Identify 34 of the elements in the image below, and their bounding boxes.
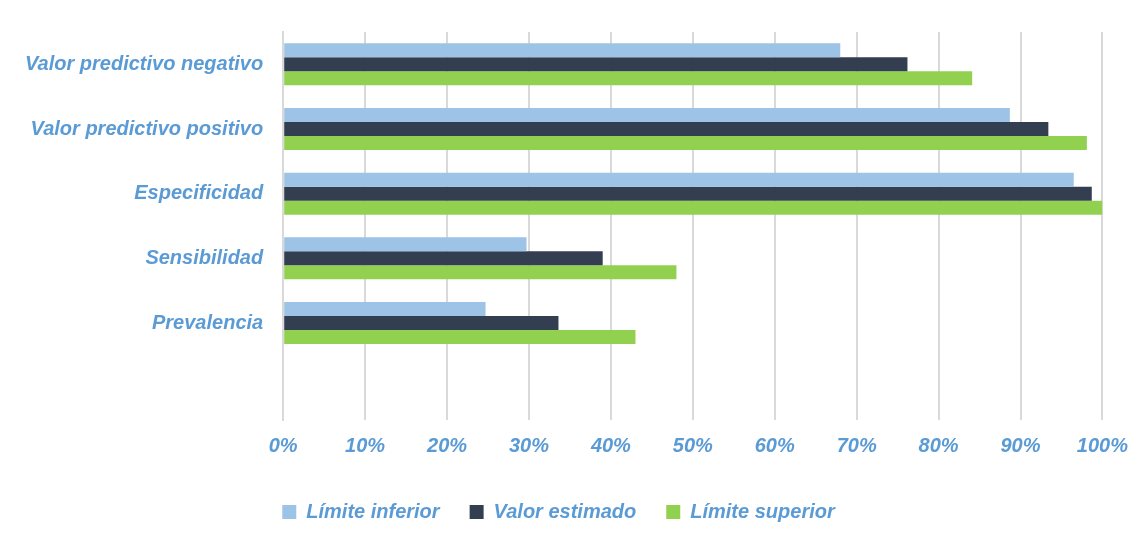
bar (284, 57, 908, 72)
x-tick-label: 90% (1000, 433, 1041, 456)
bar (284, 330, 636, 345)
y-tick-label: Prevalencia (152, 310, 264, 333)
x-tick-label: 80% (918, 433, 959, 456)
bar (284, 251, 603, 266)
x-tick-label: 40% (589, 433, 632, 456)
x-tick-label: 60% (754, 433, 795, 456)
bar (284, 186, 1092, 201)
bar (284, 265, 677, 280)
x-tick-label: 30% (508, 433, 550, 456)
x-tick-label: 100% (1076, 433, 1129, 456)
x-tick-label: 50% (672, 433, 714, 456)
y-tick-label: Sensibilidad (145, 245, 264, 268)
x-tick-label: 20% (426, 433, 468, 456)
bar (284, 43, 841, 58)
bar (284, 315, 559, 331)
bar (284, 200, 1103, 215)
legend-label: Límite superior (690, 499, 836, 522)
bar (284, 71, 973, 86)
x-tick-label: 70% (836, 433, 877, 456)
bar (284, 237, 527, 252)
legend-label: Límite inferior (306, 499, 441, 522)
bar (284, 301, 486, 316)
bar (284, 121, 1049, 137)
x-tick-label: 0% (268, 433, 298, 456)
y-tick-label: Especificidad (134, 181, 264, 204)
bar (284, 107, 1010, 122)
bar (284, 172, 1074, 187)
x-tick-label: 10% (345, 433, 386, 456)
y-tick-label: Valor predictivo negativo (25, 51, 264, 74)
bar (284, 136, 1087, 151)
legend-label: Valor estimado (493, 499, 637, 522)
y-tick-label: Valor predictivo positivo (30, 116, 264, 139)
